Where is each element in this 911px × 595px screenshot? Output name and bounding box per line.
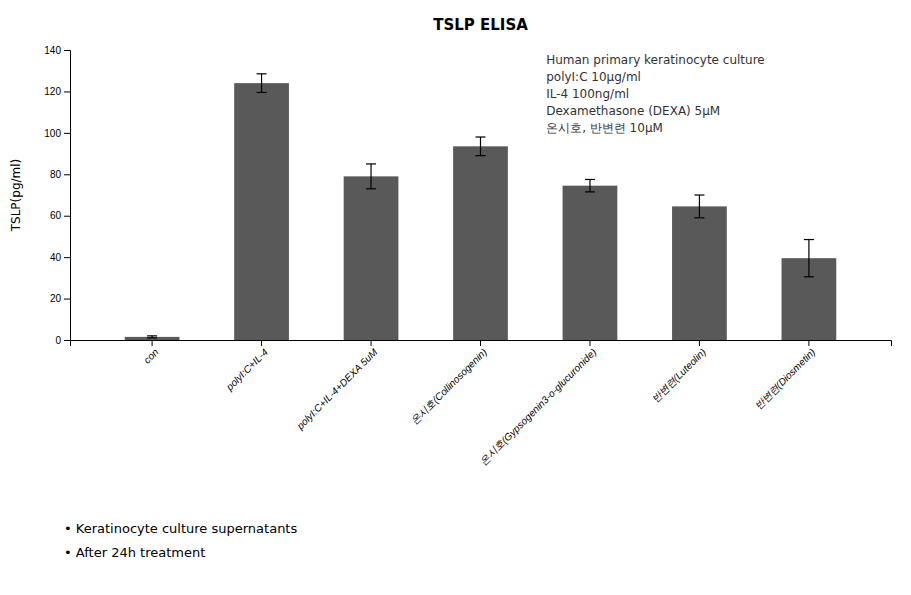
error-bar <box>476 137 486 156</box>
error-bar-cap <box>804 276 814 277</box>
annotation: Human primary keratinocyte culture polyI:… <box>546 53 765 135</box>
error-bar-stem <box>589 179 590 191</box>
tick: 0 <box>55 335 70 346</box>
tick-mark <box>64 174 70 175</box>
tick-label: 20 <box>50 293 62 304</box>
bar <box>125 337 180 340</box>
axis-title: TSLP(pg/ml) <box>9 159 23 233</box>
annotation-line: polyI:C 10μg/ml <box>546 70 641 84</box>
bar <box>453 146 508 340</box>
error-bar-cap <box>694 217 704 218</box>
tick-mark <box>261 340 262 346</box>
tick: 온시호(Collinosogenin) <box>409 340 489 426</box>
tick-label: polyI:C+IL-4 <box>223 346 270 393</box>
tick-label: 100 <box>44 128 61 139</box>
error-bar-stem <box>480 137 481 156</box>
error-bar-cap <box>694 194 704 195</box>
error-bar <box>694 195 704 218</box>
tick-mark <box>64 340 70 341</box>
error-bar-stem <box>370 164 371 189</box>
tick-mark <box>699 340 700 346</box>
tick: 100 <box>44 128 70 139</box>
error-bar-cap <box>476 155 486 156</box>
annotation-line: Human primary keratinocyte culture <box>546 53 765 67</box>
error-bar-cap <box>476 136 486 137</box>
error-bar-cap <box>366 188 376 189</box>
bar <box>344 176 399 340</box>
error-bar-cap <box>804 239 814 240</box>
tick-label: 80 <box>50 169 62 180</box>
error-bar-stem <box>699 195 700 218</box>
tick-mark <box>371 340 372 346</box>
bar <box>234 83 289 340</box>
tick: 반변련(Luteolin) <box>649 340 707 405</box>
tick: 120 <box>44 86 70 97</box>
tick-label: 온시호(Collinosogenin) <box>409 346 489 426</box>
annotation-line: IL-4 100ng/ml <box>546 87 629 101</box>
note-line: • After 24h treatment <box>64 545 205 560</box>
tick-mark <box>64 133 70 134</box>
title: TSLP ELISA <box>433 16 528 34</box>
tick: 20 <box>50 293 70 304</box>
error-bar-cap <box>257 92 267 93</box>
tick-label: 반변련(Luteolin) <box>649 346 707 404</box>
tick-label: 40 <box>50 252 62 263</box>
tick: con <box>141 340 160 366</box>
tick: 40 <box>50 252 70 263</box>
tick: 온시호(Gypsogenin3-o-glucuronide) <box>478 340 599 467</box>
error-bar-cap <box>585 191 595 192</box>
tick: 반변련(Diosmetin) <box>752 340 817 412</box>
x-axis: con polyI:C+IL-4 polyI:C+IL-4+DEXA 5uM 온시호(… <box>71 340 892 467</box>
tick-label: 60 <box>50 210 62 221</box>
error-bar-cap <box>366 163 376 164</box>
error-bar <box>257 74 267 93</box>
error-bar-cap <box>257 73 267 74</box>
error-bar <box>366 164 376 189</box>
bar <box>672 206 727 340</box>
tick-mark <box>64 50 70 51</box>
error-bar-cap <box>585 179 595 180</box>
tick-label: 온시호(Gypsogenin3-o-glucuronide) <box>478 346 599 467</box>
tick-label: 140 <box>44 45 61 56</box>
tick: 60 <box>50 210 70 221</box>
tick-mark <box>64 299 70 300</box>
chart: 0 20 40 60 80 100 120 140 con polyI:C+IL-4 polyI:C… <box>0 0 911 595</box>
tick: 140 <box>44 45 70 56</box>
tick-mark <box>152 340 153 346</box>
error-bar <box>585 179 595 191</box>
error-bar <box>147 336 157 338</box>
tick-mark <box>808 340 809 346</box>
tick-mark <box>64 257 70 258</box>
notes: • Keratinocyte culture supernatants • Aft… <box>64 521 297 560</box>
marks <box>125 74 837 340</box>
tick-label: 0 <box>55 335 61 346</box>
tick: polyI:C+IL-4+DEXA 5uM <box>294 340 380 432</box>
tick-label: con <box>141 346 160 365</box>
error-bar-cap <box>147 335 157 336</box>
y-axis: 0 20 40 60 80 100 120 140 <box>44 45 70 346</box>
annotation-line: 온시호, 반변련 10μM <box>546 121 663 135</box>
error-bar-stem <box>808 240 809 277</box>
tick-mark <box>64 91 70 92</box>
tick-label: 120 <box>44 86 61 97</box>
tick-label: polyI:C+IL-4+DEXA 5uM <box>294 346 380 432</box>
tick: polyI:C+IL-4 <box>223 340 270 393</box>
tick-mark <box>64 216 70 217</box>
tick-mark <box>480 340 481 346</box>
axis-line <box>64 51 71 341</box>
error-bar-cap <box>147 337 157 338</box>
tick: 80 <box>50 169 70 180</box>
tick-label: 반변련(Diosmetin) <box>752 346 817 411</box>
error-bar <box>804 240 814 277</box>
axis-line <box>71 341 892 347</box>
plot-area: 0 20 40 60 80 100 120 140 con polyI:C+IL-4 polyI:C… <box>44 45 891 467</box>
annotation-line: Dexamethasone (DEXA) 5μM <box>546 104 720 118</box>
error-bar-stem <box>261 74 262 93</box>
note-line: • Keratinocyte culture supernatants <box>64 521 297 536</box>
tick-mark <box>589 340 590 346</box>
bar <box>563 186 618 340</box>
